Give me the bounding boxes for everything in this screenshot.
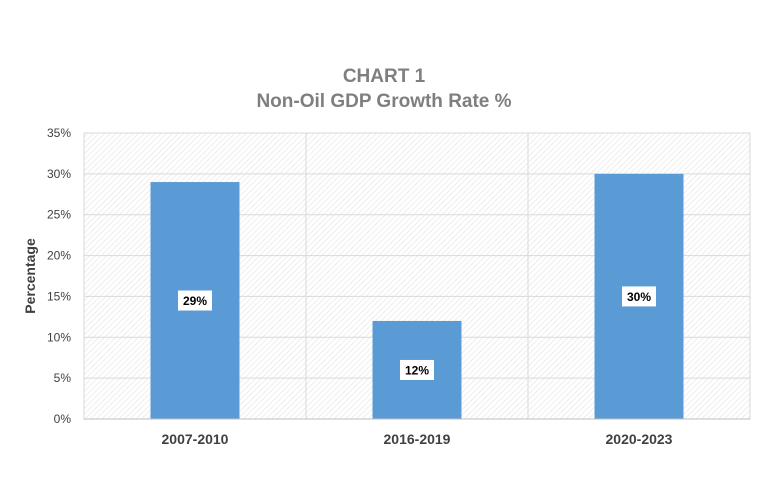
- y-tick-label: 20%: [47, 249, 71, 263]
- x-tick-label: 2016-2019: [384, 431, 451, 447]
- y-tick-label: 35%: [47, 126, 71, 140]
- y-tick-label: 30%: [47, 167, 71, 181]
- data-label-box: [400, 359, 434, 380]
- y-tick-label: 0%: [54, 412, 72, 426]
- bars: [150, 173, 684, 419]
- axes: 0% 5% 10% 15% 20% 25% 30% 35% 2007-2010 2016-2019…: [47, 126, 750, 447]
- y-axis-label: Percentage: [22, 238, 38, 314]
- data-label: 12%: [405, 363, 429, 377]
- data-label: 30%: [627, 290, 651, 304]
- y-tick-label: 15%: [47, 289, 71, 303]
- data-label-box: [178, 290, 212, 311]
- chart-title: CHART 1: [342, 66, 426, 87]
- x-tick-label: 2007-2010: [162, 431, 229, 447]
- chart-subtitle: Non-Oil GDP Growth Rate %: [256, 91, 512, 112]
- x-tick-label: 2020-2023: [606, 431, 673, 447]
- y-tick-label: 25%: [47, 208, 71, 222]
- y-tick-label: 10%: [47, 330, 71, 344]
- data-labels: 29% 12% 30%: [178, 286, 656, 380]
- y-tick-label: 5%: [54, 371, 72, 385]
- data-label-box: [622, 286, 656, 307]
- data-label: 29%: [183, 294, 207, 308]
